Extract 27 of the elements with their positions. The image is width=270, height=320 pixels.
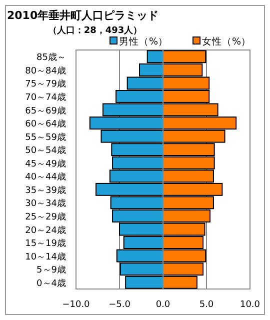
legend-label: 男性（%） [119,36,168,48]
chart-subtitle: （人口：28，493人） [48,25,142,36]
y-tick-label: 15～19歳 [25,238,66,250]
y-tick-label: 40～44歳 [25,172,66,183]
y-tick-label: 0～4歳 [36,278,66,289]
legend-label: 女性（%） [202,36,252,48]
x-tick-label: −5.0 [108,300,131,310]
x-tick-label: 10.0 [240,300,260,310]
x-tick-label: −10.0 [62,300,90,310]
y-tick-label: 65～69歳 [25,105,66,116]
y-tick-label: 45～49歳 [25,158,66,170]
y-tick-label: 30～34歳 [25,198,66,210]
y-tick-label: 60～64歳 [25,118,66,130]
y-tick-label: 35～39歳 [25,184,66,196]
y-tick-label: 85歳～ [36,52,66,64]
y-tick-label: 5～9歳 [36,264,66,276]
y-tick-label: 50～54歳 [25,145,66,156]
x-tick-label: 0.0 [156,300,170,310]
y-tick-label: 20～24歳 [25,224,66,236]
y-tick-label: 10～14歳 [25,251,66,262]
y-tick-label: 80～84歳 [25,65,66,76]
x-tick-label: 5.0 [199,300,214,310]
y-tick-label: 25～29歳 [25,211,66,222]
y-tick-label: 75～79歳 [25,78,66,90]
y-tick-label: 70～74歳 [25,92,66,103]
chart-title: 2010年垂井町人口ピラミッド [7,9,159,22]
y-tick-label: 55～59歳 [25,132,66,143]
